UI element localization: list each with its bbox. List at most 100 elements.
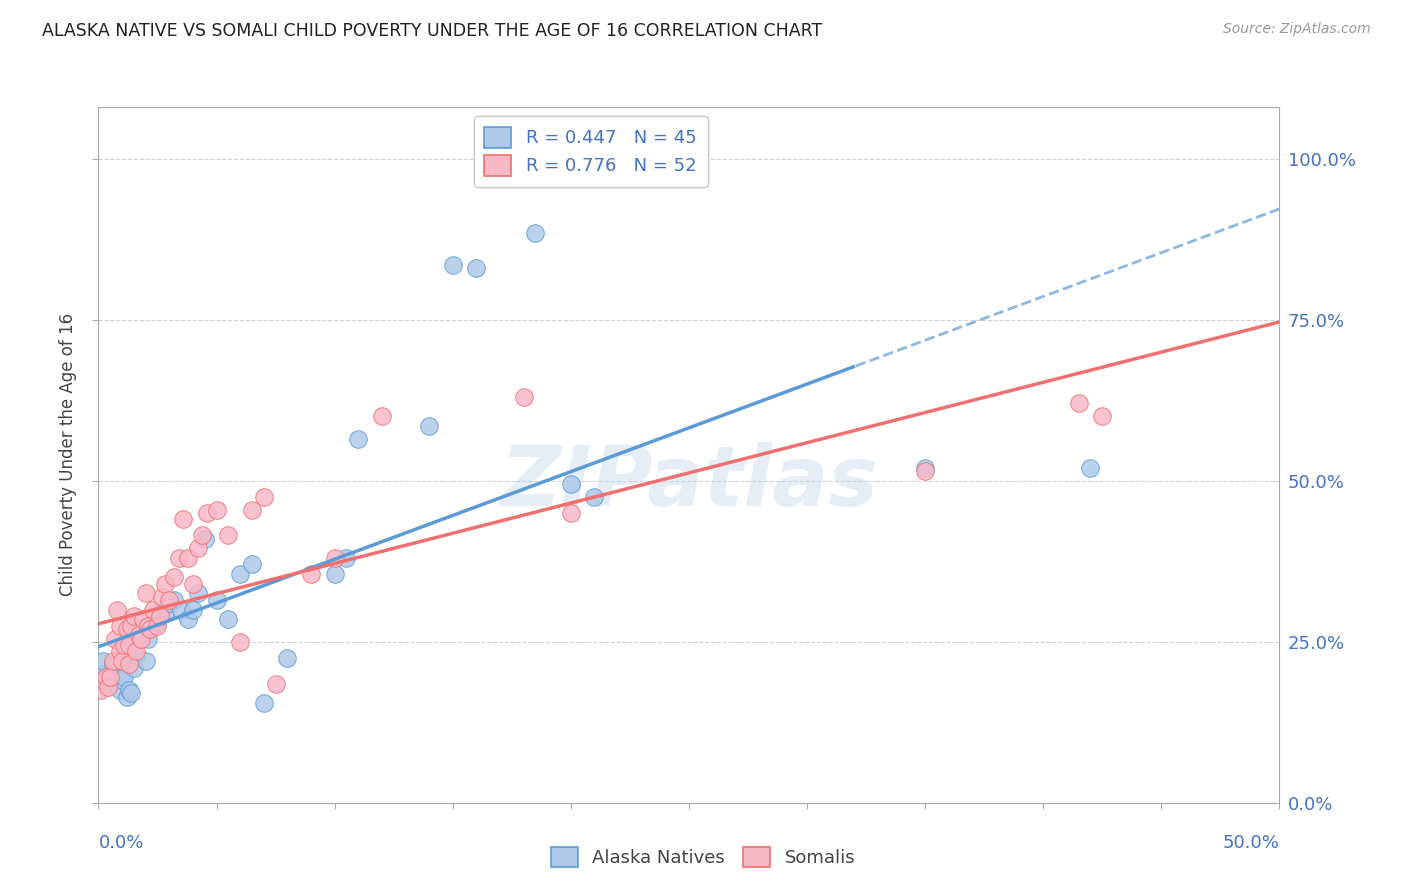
Point: [112, 670, 135, 684]
Point: [205, 592, 228, 607]
Point: [91, 654, 114, 668]
Point: [125, 648, 148, 662]
Point: [129, 632, 152, 646]
Text: ZIPatlas: ZIPatlas: [501, 442, 877, 524]
Point: [187, 541, 209, 556]
Point: [191, 528, 214, 542]
Point: [264, 676, 287, 690]
Point: [335, 551, 357, 566]
Point: [583, 490, 606, 504]
Point: [194, 532, 217, 546]
Text: 0.0%: 0.0%: [98, 834, 143, 852]
Point: [128, 622, 150, 636]
Point: [177, 551, 200, 566]
Point: [914, 460, 936, 475]
Point: [118, 657, 141, 672]
Point: [229, 567, 252, 582]
Point: [253, 696, 276, 710]
Point: [97, 680, 120, 694]
Point: [181, 602, 204, 616]
Point: [108, 683, 131, 698]
Point: [914, 464, 936, 478]
Point: [142, 618, 165, 632]
Point: [205, 502, 228, 516]
Point: [98, 676, 121, 690]
Point: [125, 644, 148, 658]
Point: [465, 261, 488, 276]
Point: [132, 612, 155, 626]
Point: [142, 602, 165, 616]
Point: [122, 660, 145, 674]
Point: [170, 602, 193, 616]
Point: [153, 576, 176, 591]
Point: [122, 609, 145, 624]
Point: [172, 512, 194, 526]
Point: [112, 638, 135, 652]
Point: [347, 432, 370, 446]
Point: [111, 654, 134, 668]
Point: [118, 638, 141, 652]
Point: [163, 570, 186, 584]
Text: ALASKA NATIVE VS SOMALI CHILD POVERTY UNDER THE AGE OF 16 CORRELATION CHART: ALASKA NATIVE VS SOMALI CHILD POVERTY UN…: [42, 22, 823, 40]
Point: [135, 654, 157, 668]
Point: [167, 551, 190, 566]
Point: [560, 476, 582, 491]
Point: [217, 528, 239, 542]
Y-axis label: Child Poverty Under the Age of 16: Child Poverty Under the Age of 16: [59, 313, 77, 597]
Point: [560, 506, 582, 520]
Point: [229, 634, 252, 648]
Point: [121, 686, 143, 700]
Point: [98, 670, 121, 684]
Point: [157, 596, 180, 610]
Point: [177, 612, 200, 626]
Point: [101, 657, 124, 672]
Point: [104, 670, 127, 684]
Point: [136, 632, 159, 646]
Point: [104, 632, 127, 646]
Point: [90, 683, 112, 698]
Point: [139, 622, 162, 636]
Point: [240, 558, 263, 572]
Point: [181, 576, 204, 591]
Point: [146, 615, 169, 630]
Point: [149, 609, 172, 624]
Point: [1067, 396, 1090, 410]
Point: [108, 644, 131, 658]
Point: [217, 612, 239, 626]
Text: 50.0%: 50.0%: [1223, 834, 1279, 852]
Point: [441, 258, 464, 272]
Point: [101, 654, 124, 668]
Point: [153, 606, 176, 620]
Point: [1080, 460, 1102, 475]
Point: [150, 590, 173, 604]
Text: Source: ZipAtlas.com: Source: ZipAtlas.com: [1223, 22, 1371, 37]
Point: [108, 618, 131, 632]
Point: [129, 628, 152, 642]
Point: [163, 592, 186, 607]
Point: [418, 419, 440, 434]
Legend: Alaska Natives, Somalis: Alaska Natives, Somalis: [544, 839, 862, 874]
Point: [276, 651, 298, 665]
Point: [94, 670, 117, 684]
Legend: R = 0.447   N = 45, R = 0.776   N = 52: R = 0.447 N = 45, R = 0.776 N = 52: [474, 116, 707, 186]
Point: [1091, 409, 1114, 424]
Point: [157, 592, 180, 607]
Point: [253, 490, 276, 504]
Point: [91, 673, 114, 688]
Point: [121, 618, 143, 632]
Point: [323, 551, 346, 566]
Point: [90, 667, 112, 681]
Point: [524, 226, 547, 240]
Point: [128, 628, 150, 642]
Point: [323, 567, 346, 582]
Point: [512, 390, 534, 404]
Point: [195, 506, 218, 520]
Point: [299, 567, 322, 582]
Point: [118, 683, 141, 698]
Point: [187, 586, 209, 600]
Point: [371, 409, 394, 424]
Point: [111, 673, 134, 688]
Point: [146, 618, 169, 632]
Point: [135, 586, 157, 600]
Point: [115, 690, 138, 704]
